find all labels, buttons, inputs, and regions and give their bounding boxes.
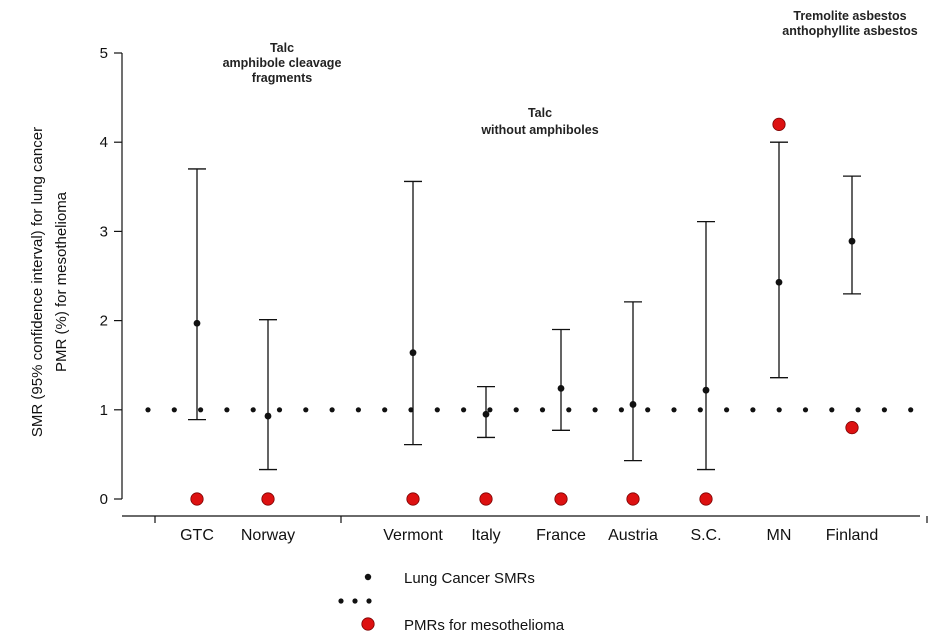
error-bar-france bbox=[552, 328, 570, 431]
y-axis-label-line: SMR (95% confidence interval) for lung c… bbox=[29, 127, 46, 437]
reference-dot bbox=[461, 407, 467, 413]
reference-dot bbox=[198, 407, 204, 413]
error-bar-austria bbox=[624, 301, 642, 462]
error-bars bbox=[188, 141, 861, 471]
smr-point-gtc bbox=[193, 319, 201, 327]
x-tick-label-finland: Finland bbox=[826, 527, 878, 544]
reference-dot bbox=[671, 407, 677, 413]
reference-dot bbox=[566, 407, 572, 413]
legend-ref-marker-dot bbox=[352, 598, 358, 604]
x-tick-label-gtc: GTC bbox=[180, 527, 214, 544]
pmr-point-norway bbox=[261, 492, 275, 506]
y-tick-label: 4 bbox=[100, 134, 108, 151]
reference-dot bbox=[618, 407, 625, 413]
reference-dot bbox=[434, 407, 440, 413]
reference-line bbox=[145, 407, 914, 413]
reference-dot bbox=[355, 407, 361, 413]
data-points bbox=[190, 117, 859, 506]
smr-point-vermont bbox=[409, 349, 417, 357]
reference-dot bbox=[881, 407, 888, 413]
reference-dot bbox=[645, 407, 651, 413]
annotation-line: without amphiboles bbox=[480, 123, 598, 137]
reference-dot bbox=[250, 407, 256, 413]
error-bar-sc bbox=[697, 220, 715, 471]
error-bar-finland bbox=[843, 175, 861, 295]
reference-dot bbox=[276, 407, 283, 413]
x-tick-label-austria: Austria bbox=[608, 527, 658, 544]
reference-dot bbox=[171, 407, 177, 413]
smr-point-sc bbox=[702, 386, 710, 394]
reference-dot bbox=[908, 407, 914, 413]
x-tick-label-vermont: Vermont bbox=[383, 527, 443, 544]
annotation-line: Talc bbox=[528, 106, 552, 120]
reference-dot bbox=[802, 407, 809, 413]
annotation-line: fragments bbox=[252, 71, 312, 85]
error-bar-norway bbox=[259, 319, 277, 471]
y-tick-label: 3 bbox=[100, 223, 108, 240]
pmr-point-austria bbox=[626, 492, 640, 506]
reference-dot bbox=[592, 407, 598, 413]
pmr-point-mn bbox=[772, 117, 786, 131]
reference-dot bbox=[776, 407, 782, 413]
pmr-point-france bbox=[554, 492, 568, 506]
annotation-line: anthophyllite asbestos bbox=[782, 24, 917, 38]
smr-point-finland bbox=[848, 237, 856, 245]
x-tick-label-mn: MN bbox=[767, 527, 792, 544]
reference-dot bbox=[224, 407, 230, 413]
pmr-point-finland bbox=[845, 421, 859, 435]
legend-smr-label: Lung Cancer SMRs bbox=[404, 570, 535, 587]
reference-dot bbox=[724, 407, 730, 413]
x-tick-label-norway: Norway bbox=[241, 527, 295, 544]
x-tick-label-france: France bbox=[536, 527, 586, 544]
smr-point-austria bbox=[629, 401, 637, 408]
error-bar-gtc bbox=[188, 168, 206, 421]
legend-smr-marker bbox=[364, 573, 372, 581]
legend-ref-marker-dot bbox=[366, 598, 372, 604]
reference-dot bbox=[303, 407, 309, 413]
reference-dot bbox=[539, 407, 546, 413]
y-tick-label: 1 bbox=[100, 402, 108, 419]
y-axis-label-line: PMR (%) for mesothelioma bbox=[53, 191, 70, 372]
x-tick-label-sc: S.C. bbox=[690, 527, 721, 544]
pmr-point-sc bbox=[699, 492, 713, 506]
y-tick-label: 0 bbox=[100, 491, 108, 508]
error-bar-mn bbox=[770, 141, 788, 379]
annotation-talc-no-amphiboles: Talc without amphiboles bbox=[480, 106, 598, 137]
annotation-line: amphibole cleavage bbox=[223, 56, 342, 70]
reference-dot bbox=[513, 407, 519, 413]
smr-point-france bbox=[557, 384, 565, 392]
x-tick-label-italy: Italy bbox=[471, 527, 500, 544]
reference-dot bbox=[750, 407, 756, 413]
pmr-point-vermont bbox=[406, 492, 420, 506]
reference-dot bbox=[382, 407, 388, 413]
reference-dot bbox=[329, 407, 335, 413]
annotation-line: Talc bbox=[270, 41, 294, 55]
y-axis-label: SMR (95% confidence interval) for lung c… bbox=[29, 127, 70, 437]
reference-dot bbox=[697, 407, 703, 413]
smr-point-mn bbox=[775, 278, 783, 286]
smr-point-italy bbox=[482, 410, 490, 418]
reference-dot bbox=[487, 407, 493, 413]
pmr-point-italy bbox=[479, 492, 493, 506]
y-tick-label: 5 bbox=[100, 45, 108, 62]
legend: Lung Cancer SMRs PMRs for mesothelioma bbox=[338, 570, 565, 633]
legend-ref-marker-dot bbox=[338, 598, 344, 604]
y-tick-label: 2 bbox=[100, 313, 108, 330]
pmr-point-gtc bbox=[190, 492, 204, 506]
reference-dot bbox=[145, 407, 151, 413]
legend-pmr-label: PMRs for mesothelioma bbox=[404, 617, 565, 633]
annotation-line: Tremolite asbestos bbox=[793, 9, 906, 23]
axes: 0 1 2 3 4 5 GTC Norway Vermont Italy France Austria… bbox=[100, 45, 928, 544]
reference-dot bbox=[855, 407, 861, 413]
smr-point-norway bbox=[264, 412, 272, 420]
error-bar-vermont bbox=[404, 180, 422, 446]
legend-pmr-marker bbox=[361, 617, 375, 631]
reference-dot bbox=[829, 407, 835, 413]
reference-dot bbox=[408, 407, 414, 413]
